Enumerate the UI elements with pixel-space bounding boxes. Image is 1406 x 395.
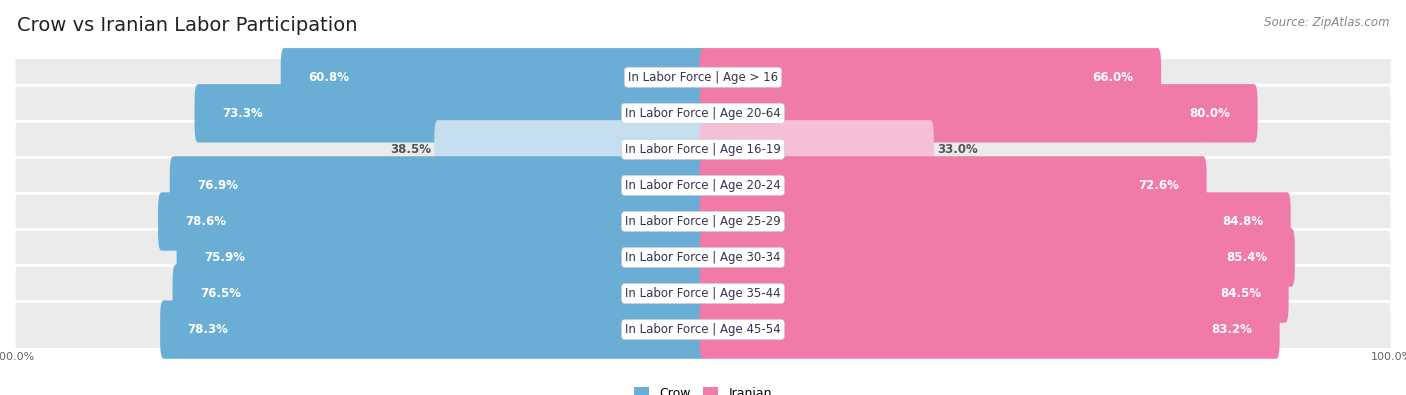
FancyBboxPatch shape: [194, 84, 706, 143]
Text: 85.4%: 85.4%: [1226, 251, 1267, 264]
Text: 76.5%: 76.5%: [200, 287, 240, 300]
FancyBboxPatch shape: [173, 264, 706, 323]
Text: 80.0%: 80.0%: [1189, 107, 1230, 120]
Text: 78.3%: 78.3%: [187, 323, 229, 336]
Text: 76.9%: 76.9%: [197, 179, 239, 192]
FancyBboxPatch shape: [14, 121, 1392, 177]
FancyBboxPatch shape: [14, 265, 1392, 322]
Text: In Labor Force | Age 45-54: In Labor Force | Age 45-54: [626, 323, 780, 336]
FancyBboxPatch shape: [157, 192, 706, 251]
Text: In Labor Force | Age 35-44: In Labor Force | Age 35-44: [626, 287, 780, 300]
Text: In Labor Force | Age 20-24: In Labor Force | Age 20-24: [626, 179, 780, 192]
Text: In Labor Force | Age 25-29: In Labor Force | Age 25-29: [626, 215, 780, 228]
FancyBboxPatch shape: [14, 193, 1392, 250]
FancyBboxPatch shape: [700, 300, 1279, 359]
FancyBboxPatch shape: [14, 229, 1392, 286]
FancyBboxPatch shape: [281, 48, 706, 107]
Text: 73.3%: 73.3%: [222, 107, 263, 120]
Text: 33.0%: 33.0%: [938, 143, 979, 156]
Text: Source: ZipAtlas.com: Source: ZipAtlas.com: [1264, 16, 1389, 29]
Text: In Labor Force | Age 20-64: In Labor Force | Age 20-64: [626, 107, 780, 120]
FancyBboxPatch shape: [700, 264, 1289, 323]
Text: 72.6%: 72.6%: [1139, 179, 1180, 192]
Legend: Crow, Iranian: Crow, Iranian: [630, 382, 776, 395]
FancyBboxPatch shape: [14, 157, 1392, 214]
FancyBboxPatch shape: [700, 192, 1291, 251]
Text: In Labor Force | Age > 16: In Labor Force | Age > 16: [628, 71, 778, 84]
FancyBboxPatch shape: [160, 300, 706, 359]
Text: Crow vs Iranian Labor Participation: Crow vs Iranian Labor Participation: [17, 16, 357, 35]
Text: 83.2%: 83.2%: [1211, 323, 1253, 336]
Text: In Labor Force | Age 16-19: In Labor Force | Age 16-19: [626, 143, 780, 156]
Text: 66.0%: 66.0%: [1092, 71, 1133, 84]
FancyBboxPatch shape: [700, 84, 1257, 143]
FancyBboxPatch shape: [170, 156, 706, 214]
FancyBboxPatch shape: [177, 228, 706, 287]
FancyBboxPatch shape: [700, 156, 1206, 214]
Text: In Labor Force | Age 30-34: In Labor Force | Age 30-34: [626, 251, 780, 264]
Text: 38.5%: 38.5%: [389, 143, 430, 156]
FancyBboxPatch shape: [700, 48, 1161, 107]
Text: 75.9%: 75.9%: [204, 251, 245, 264]
Text: 84.8%: 84.8%: [1222, 215, 1263, 228]
FancyBboxPatch shape: [434, 120, 706, 179]
FancyBboxPatch shape: [14, 85, 1392, 141]
Text: 78.6%: 78.6%: [186, 215, 226, 228]
FancyBboxPatch shape: [700, 228, 1295, 287]
FancyBboxPatch shape: [700, 120, 934, 179]
FancyBboxPatch shape: [14, 49, 1392, 105]
Text: 84.5%: 84.5%: [1220, 287, 1261, 300]
Text: 60.8%: 60.8%: [308, 71, 349, 84]
FancyBboxPatch shape: [14, 301, 1392, 358]
